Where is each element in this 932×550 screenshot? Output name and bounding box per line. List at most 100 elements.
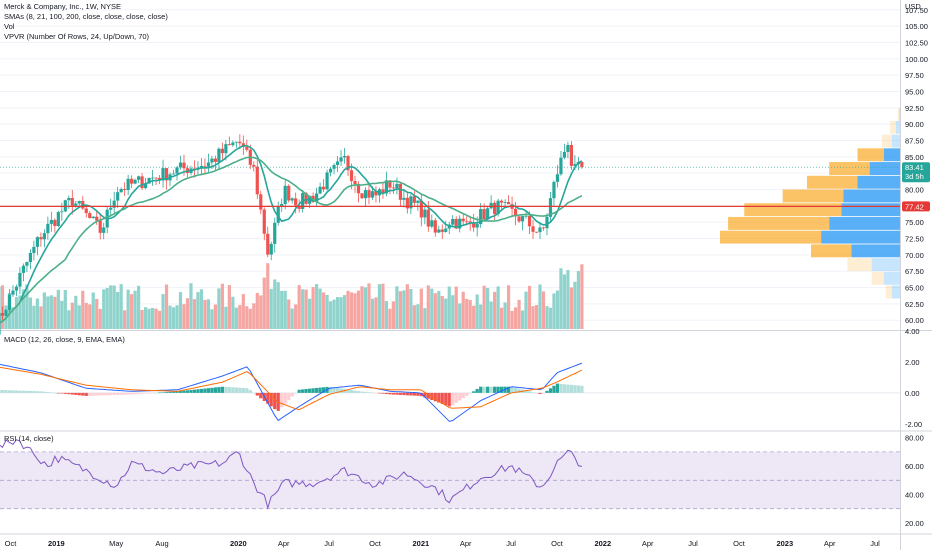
macd-histogram-bar [81, 392, 85, 396]
vol-legend[interactable]: Vol [4, 22, 15, 31]
volume-bar [98, 308, 102, 329]
volume-bar [419, 288, 423, 329]
volume-bar [325, 294, 329, 329]
macd-histogram-bar [311, 388, 315, 393]
macd-histogram-bar [566, 384, 570, 393]
macd-histogram-bar [164, 392, 169, 393]
volume-bar [164, 284, 169, 329]
volume-bar [266, 263, 270, 329]
vpvr-legend[interactable]: VPVR (Number Of Rows, 24, Up/Down, 70) [4, 32, 150, 41]
macd-legend[interactable]: MACD (12, 26, close, 9, EMA, EMA) [4, 335, 125, 344]
candle-body [374, 191, 378, 196]
candle-body [60, 211, 64, 213]
macd-histogram-bar [203, 388, 207, 393]
candle-body [11, 290, 15, 295]
volume-bar [573, 281, 577, 329]
volume-bar [196, 292, 200, 329]
macd-histogram-bar [294, 392, 298, 394]
macd-histogram-bar [248, 390, 252, 393]
candle-body [426, 209, 430, 227]
vpvr-down-bar [881, 134, 892, 148]
macd-histogram-bar [308, 388, 312, 393]
macd-histogram-bar [49, 392, 53, 394]
candle-body [367, 190, 371, 198]
horizontal-level[interactable] [0, 166, 900, 207]
candle-body [465, 221, 469, 223]
volume-bar [84, 302, 88, 329]
candle-body [262, 209, 266, 234]
candle-body [548, 198, 553, 217]
macd-histogram-bar [241, 387, 245, 393]
macd-histogram-bar [353, 390, 357, 393]
candle-body [238, 141, 242, 144]
volume-bar [566, 269, 570, 329]
candle-body [454, 218, 458, 229]
price-tick-label: 92.50 [905, 104, 924, 113]
price-tick-label: 72.50 [905, 235, 924, 244]
candle-body [349, 170, 354, 182]
macd-histogram-bar [447, 392, 451, 407]
candle-body [266, 233, 270, 255]
macd-histogram-bar [381, 392, 385, 394]
volume-bar [576, 270, 580, 329]
volume-bar [91, 292, 95, 329]
macd-histogram-bar [297, 389, 301, 393]
volume-bar [56, 289, 60, 329]
macd-histogram-bar [70, 392, 74, 395]
candle-body [133, 179, 137, 184]
rsi-line [0, 439, 582, 510]
macd-histogram-bar [21, 390, 26, 393]
candle-body [370, 191, 375, 198]
macd-histogram-bar [140, 392, 144, 394]
candle-body [84, 208, 88, 214]
volume-bar [217, 288, 221, 329]
volume-bar [569, 287, 574, 329]
price-tick-label: 67.50 [905, 267, 924, 276]
macd-histogram-bar [259, 392, 263, 399]
volume-bar [367, 283, 371, 329]
vpvr-up-bar [821, 230, 900, 244]
symbol-title[interactable]: Merck & Company, Inc., 1W, NYSE [4, 2, 121, 11]
macd-histogram-bar [227, 387, 231, 393]
macd-histogram-bar [273, 392, 277, 410]
time-tick-label: 2020 [230, 539, 247, 548]
candle-body [395, 183, 399, 189]
sma-legend[interactable]: SMAs (8, 21, 100, 200, close, close, clo… [4, 12, 168, 21]
volume-bar [447, 286, 451, 329]
volume-bar [130, 294, 134, 329]
candle-body [451, 218, 455, 225]
candle-body [398, 183, 402, 200]
macd-histogram-bar [367, 392, 371, 393]
candle-body [119, 189, 123, 193]
macd-histogram-bar [339, 388, 343, 393]
volume-bar [140, 309, 144, 329]
volume-bar [231, 296, 235, 329]
price-tick-label: 107.50 [905, 6, 928, 15]
macd-histogram-bar [283, 392, 287, 404]
candle-body [147, 177, 151, 184]
macd-histogram-bar [67, 392, 71, 395]
volume-bar [255, 292, 259, 329]
macd-line [0, 362, 583, 422]
macd-histogram-bar [412, 392, 416, 396]
macd-histogram-bar [123, 392, 127, 395]
candle-body [430, 220, 434, 227]
macd-histogram-bar [105, 392, 109, 396]
rsi-legend[interactable]: RSI (14, close) [4, 434, 54, 443]
volume-bar [451, 295, 455, 329]
macd-histogram-bar [496, 386, 500, 393]
candle-body [18, 272, 22, 287]
rsi-tick-label: 20.00 [905, 519, 924, 528]
candle-body [234, 141, 238, 143]
volume-bar [318, 288, 322, 329]
volume-bar [500, 307, 504, 329]
volume-bar [381, 283, 385, 329]
time-tick-label: Apr [642, 539, 654, 548]
volume-bar [440, 295, 444, 329]
vpvr-up-bar [883, 148, 900, 162]
volume-bar [81, 290, 85, 329]
macd-histogram-bar [157, 392, 162, 394]
volume-bar [370, 298, 375, 329]
